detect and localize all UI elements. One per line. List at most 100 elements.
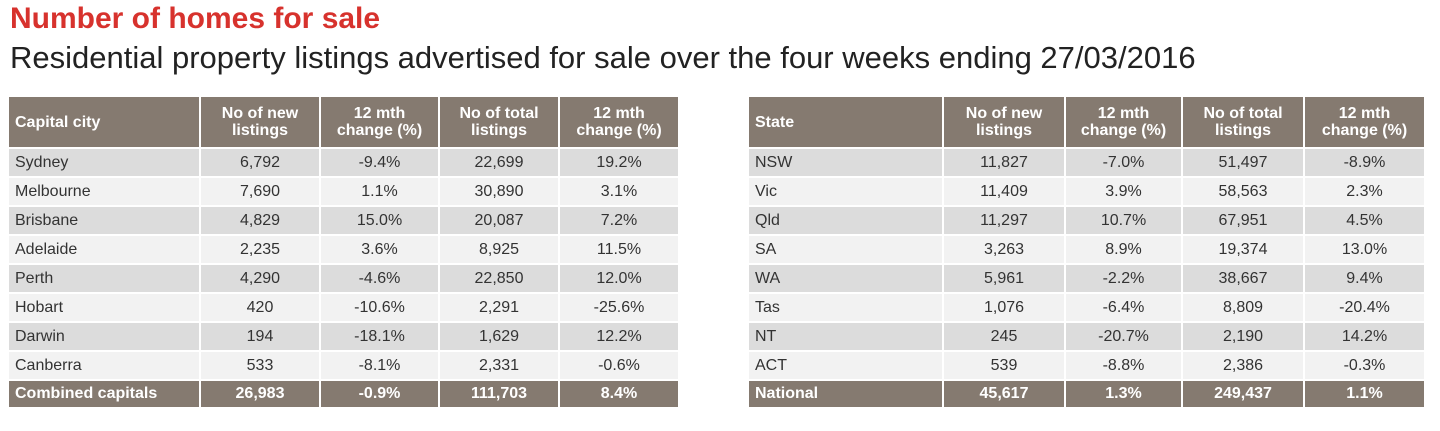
- header-line: 12 mth: [353, 105, 406, 122]
- cell-new-change: -10.6%: [319, 294, 438, 323]
- row-label: Perth: [9, 265, 199, 294]
- cell-new-listings: 11,409: [942, 178, 1064, 207]
- cell-new-listings: 245: [942, 323, 1064, 352]
- cell-total-listings: 1,629: [438, 323, 558, 352]
- total-new-change: 1.3%: [1064, 381, 1181, 407]
- row-label: Adelaide: [9, 236, 199, 265]
- cell-total-change: 9.4%: [1303, 265, 1424, 294]
- header-state: State: [749, 97, 942, 149]
- header-line: No of total: [1203, 105, 1283, 122]
- header-line: change (%): [336, 122, 423, 139]
- header-line: change (%): [1080, 122, 1167, 139]
- row-label: SA: [749, 236, 942, 265]
- header-line: No of new: [221, 105, 299, 122]
- table-row: Sydney 6,792 -9.4% 22,699 19.2%: [9, 149, 678, 178]
- cell-new-listings: 539: [942, 352, 1064, 381]
- header-line: listings: [470, 122, 527, 139]
- table-row: Hobart 420 -10.6% 2,291 -25.6%: [9, 294, 678, 323]
- cell-total-change: 11.5%: [558, 236, 678, 265]
- cell-new-change: -18.1%: [319, 323, 438, 352]
- cell-total-listings: 22,699: [438, 149, 558, 178]
- header-line: listings: [1214, 122, 1271, 139]
- header-total-change: 12 mth change (%): [1303, 97, 1424, 149]
- cell-total-listings: 2,190: [1181, 323, 1303, 352]
- row-label: Canberra: [9, 352, 199, 381]
- cell-new-change: -2.2%: [1064, 265, 1181, 294]
- cell-total-listings: 51,497: [1181, 149, 1303, 178]
- cell-new-change: 3.6%: [319, 236, 438, 265]
- table-row: NT 245 -20.7% 2,190 14.2%: [749, 323, 1424, 352]
- capital-table-body: Sydney 6,792 -9.4% 22,699 19.2% Melbourn…: [9, 149, 678, 381]
- cell-total-change: 2.3%: [1303, 178, 1424, 207]
- row-label: NT: [749, 323, 942, 352]
- table-row: Darwin 194 -18.1% 1,629 12.2%: [9, 323, 678, 352]
- cell-new-change: -4.6%: [319, 265, 438, 294]
- cell-total-listings: 2,331: [438, 352, 558, 381]
- header-total-listings: No of total listings: [438, 97, 558, 149]
- row-label: ACT: [749, 352, 942, 381]
- cell-total-change: 7.2%: [558, 207, 678, 236]
- header-line: 12 mth: [1338, 105, 1391, 122]
- cell-total-listings: 30,890: [438, 178, 558, 207]
- cell-new-change: -9.4%: [319, 149, 438, 178]
- header-total-change: 12 mth change (%): [558, 97, 678, 149]
- cell-total-listings: 38,667: [1181, 265, 1303, 294]
- row-label: Sydney: [9, 149, 199, 178]
- state-table: State No of new listings 12 mth change (…: [749, 97, 1424, 407]
- header-new-listings: No of new listings: [942, 97, 1064, 149]
- cell-new-listings: 11,297: [942, 207, 1064, 236]
- cell-new-listings: 194: [199, 323, 319, 352]
- cell-total-listings: 8,925: [438, 236, 558, 265]
- cell-total-listings: 2,386: [1181, 352, 1303, 381]
- table-row: Qld 11,297 10.7% 67,951 4.5%: [749, 207, 1424, 236]
- header-line: listings: [231, 122, 288, 139]
- row-label: Brisbane: [9, 207, 199, 236]
- page-subtitle: Residential property listings advertised…: [10, 40, 1196, 75]
- cell-total-change: 14.2%: [1303, 323, 1424, 352]
- table-row: Canberra 533 -8.1% 2,331 -0.6%: [9, 352, 678, 381]
- cell-total-listings: 8,809: [1181, 294, 1303, 323]
- table-row: ACT 539 -8.8% 2,386 -0.3%: [749, 352, 1424, 381]
- row-label: Qld: [749, 207, 942, 236]
- header-line: change (%): [1321, 122, 1408, 139]
- table-total-row: Combined capitals 26,983 -0.9% 111,703 8…: [9, 381, 678, 407]
- table-row: Tas 1,076 -6.4% 8,809 -20.4%: [749, 294, 1424, 323]
- cell-new-change: -8.1%: [319, 352, 438, 381]
- header-line: listings: [975, 122, 1032, 139]
- cell-new-listings: 533: [199, 352, 319, 381]
- cell-new-change: -20.7%: [1064, 323, 1181, 352]
- cell-new-listings: 420: [199, 294, 319, 323]
- cell-new-listings: 1,076: [942, 294, 1064, 323]
- row-label: NSW: [749, 149, 942, 178]
- table-row: NSW 11,827 -7.0% 51,497 -8.9%: [749, 149, 1424, 178]
- cell-total-change: -0.6%: [558, 352, 678, 381]
- total-new-listings: 45,617: [942, 381, 1064, 407]
- row-label: Hobart: [9, 294, 199, 323]
- total-total-change: 1.1%: [1303, 381, 1424, 407]
- cell-new-listings: 6,792: [199, 149, 319, 178]
- header-line: 12 mth: [1097, 105, 1150, 122]
- cell-total-listings: 2,291: [438, 294, 558, 323]
- header-line: No of total: [459, 105, 539, 122]
- page-title: Number of homes for sale: [10, 2, 381, 35]
- header-capital-city: Capital city: [9, 97, 199, 149]
- cell-new-listings: 7,690: [199, 178, 319, 207]
- cell-new-change: 8.9%: [1064, 236, 1181, 265]
- header-new-change: 12 mth change (%): [1064, 97, 1181, 149]
- header-total-listings: No of total listings: [1181, 97, 1303, 149]
- row-label: Vic: [749, 178, 942, 207]
- cell-total-change: 13.0%: [1303, 236, 1424, 265]
- cell-new-listings: 11,827: [942, 149, 1064, 178]
- cell-total-change: 12.2%: [558, 323, 678, 352]
- table-row: SA 3,263 8.9% 19,374 13.0%: [749, 236, 1424, 265]
- cell-new-change: -8.8%: [1064, 352, 1181, 381]
- total-label: Combined capitals: [9, 381, 199, 407]
- cell-total-listings: 67,951: [1181, 207, 1303, 236]
- state-table-body: NSW 11,827 -7.0% 51,497 -8.9% Vic 11,409…: [749, 149, 1424, 381]
- table-row: Adelaide 2,235 3.6% 8,925 11.5%: [9, 236, 678, 265]
- table-row: Brisbane 4,829 15.0% 20,087 7.2%: [9, 207, 678, 236]
- total-total-listings: 111,703: [438, 381, 558, 407]
- cell-new-listings: 4,290: [199, 265, 319, 294]
- cell-new-listings: 4,829: [199, 207, 319, 236]
- row-label: Melbourne: [9, 178, 199, 207]
